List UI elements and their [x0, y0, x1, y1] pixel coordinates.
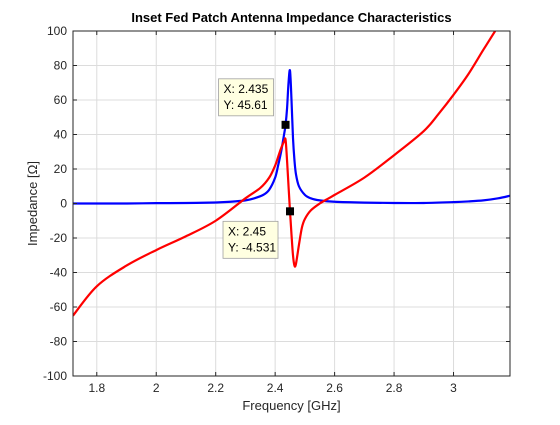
y-tick-label: 40 [54, 128, 68, 142]
x-tick-label: 3 [450, 381, 457, 395]
y-tick-label: 20 [54, 162, 68, 176]
y-tick-label: 80 [54, 59, 68, 73]
datatip-text: Y: 45.61 [224, 98, 268, 112]
annotations[interactable]: X: 2.435 Y: 45.61 X: 2.45 Y: -4.531 [218, 78, 295, 259]
series-line-red [73, 31, 497, 317]
datatip-marker[interactable] [286, 207, 295, 216]
y-tick-label: -20 [50, 231, 68, 245]
x-tick-label: 2.2 [207, 381, 224, 395]
x-tick-label: 2.4 [267, 381, 284, 395]
x-axis-label: Frequency [GHz] [242, 398, 340, 413]
datatip-text: X: 2.45 [228, 224, 266, 238]
datatip-box [218, 78, 274, 117]
y-tick-label: 0 [60, 197, 67, 211]
y-tick-label: 60 [54, 93, 68, 107]
datatip-text: X: 2.435 [224, 82, 269, 96]
y-tick-label: -60 [50, 300, 68, 314]
x-tick-label: 2 [153, 381, 160, 395]
ticks: 1.8 2 2.2 2.4 2.6 2.8 3 -100 -80 -60 -40 -20 0 20 40 60… [43, 24, 510, 395]
x-tick-label: 2.8 [386, 381, 403, 395]
y-tick-label: -100 [43, 369, 67, 383]
datatip-text: Y: -4.531 [228, 240, 276, 254]
x-tick-label: 2.6 [326, 381, 343, 395]
x-tick-label: 1.8 [88, 381, 105, 395]
datatip[interactable]: X: 2.435 Y: 45.61 [218, 78, 290, 129]
y-tick-label: 100 [47, 24, 67, 38]
chart-title: Inset Fed Patch Antenna Impedance Charac… [131, 10, 451, 25]
series-layer [73, 31, 510, 317]
y-tick-label: -40 [50, 266, 68, 280]
datatip[interactable]: X: 2.45 Y: -4.531 [222, 207, 295, 259]
series-line-blue [73, 69, 510, 205]
datatip-box [222, 220, 279, 259]
y-axis-label: Impedance [Ω] [25, 161, 40, 246]
datatip-marker[interactable] [281, 120, 290, 129]
y-tick-label: -80 [50, 335, 68, 349]
